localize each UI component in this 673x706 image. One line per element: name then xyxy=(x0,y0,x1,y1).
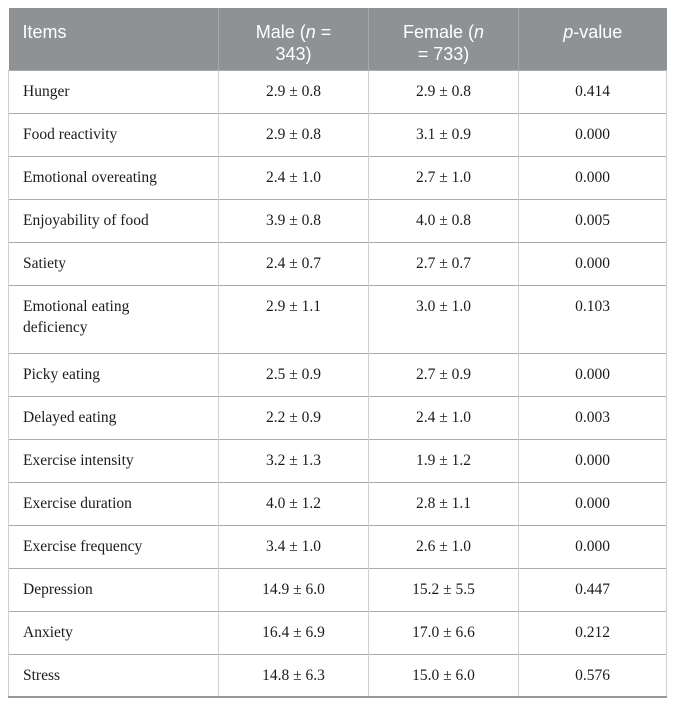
gender-comparison-table: Items Male (n = 343) Female (n = 733) p-… xyxy=(8,8,667,698)
female-value-cell: 2.8 ± 1.1 xyxy=(368,481,519,525)
items-header-label: Items xyxy=(22,22,67,42)
female-value-cell: 3.1 ± 0.9 xyxy=(368,112,519,156)
column-header-pvalue: p-value xyxy=(518,8,667,70)
item-cell: Picky eating xyxy=(8,352,219,396)
item-cell: Emotional eating deficiency xyxy=(8,284,219,353)
item-cell: Satiety xyxy=(8,241,219,285)
male-value-cell: 2.4 ± 1.0 xyxy=(218,155,369,199)
pvalue-cell: 0.000 xyxy=(518,481,667,525)
item-cell: Hunger xyxy=(8,69,219,113)
item-cell: Delayed eating xyxy=(8,395,219,439)
item-cell: Depression xyxy=(8,567,219,611)
male-value-cell: 3.9 ± 0.8 xyxy=(218,198,369,242)
pvalue-cell: 0.447 xyxy=(518,567,667,611)
pvalue-cell: 0.000 xyxy=(518,112,667,156)
column-header-male: Male (n = 343) xyxy=(218,8,369,70)
item-cell: Food reactivity xyxy=(8,112,219,156)
female-value-cell: 15.2 ± 5.5 xyxy=(368,567,519,611)
female-value-cell: 2.6 ± 1.0 xyxy=(368,524,519,568)
pvalue-cell: 0.000 xyxy=(518,438,667,482)
female-value-cell: 3.0 ± 1.0 xyxy=(368,284,519,353)
table-row: Picky eating 2.5 ± 0.9 2.7 ± 0.9 0.000 xyxy=(8,352,667,396)
male-value-cell: 3.2 ± 1.3 xyxy=(218,438,369,482)
column-header-female: Female (n = 733) xyxy=(368,8,519,70)
female-value-cell: 2.7 ± 0.9 xyxy=(368,352,519,396)
item-cell: Exercise duration xyxy=(8,481,219,525)
pvalue-cell: 0.003 xyxy=(518,395,667,439)
table-row: Exercise frequency 3.4 ± 1.0 2.6 ± 1.0 0… xyxy=(8,524,667,568)
male-value-cell: 3.4 ± 1.0 xyxy=(218,524,369,568)
male-value-cell: 2.4 ± 0.7 xyxy=(218,241,369,285)
pvalue-cell: 0.576 xyxy=(518,653,667,697)
item-cell: Exercise frequency xyxy=(8,524,219,568)
item-cell: Exercise intensity xyxy=(8,438,219,482)
pvalue-cell: 0.000 xyxy=(518,155,667,199)
table-row: Emotional eating deficiency 2.9 ± 1.1 3.… xyxy=(8,284,667,353)
male-value-cell: 2.9 ± 0.8 xyxy=(218,69,369,113)
male-value-cell: 2.9 ± 0.8 xyxy=(218,112,369,156)
female-value-cell: 2.7 ± 1.0 xyxy=(368,155,519,199)
table-row: Anxiety 16.4 ± 6.9 17.0 ± 6.6 0.212 xyxy=(8,610,667,654)
table-header-row: Items Male (n = 343) Female (n = 733) p-… xyxy=(8,8,667,70)
table-row: Hunger 2.9 ± 0.8 2.9 ± 0.8 0.414 xyxy=(8,69,667,113)
pvalue-cell: 0.212 xyxy=(518,610,667,654)
column-header-items: Items xyxy=(8,8,219,70)
male-value-cell: 4.0 ± 1.2 xyxy=(218,481,369,525)
table-row: Delayed eating 2.2 ± 0.9 2.4 ± 1.0 0.003 xyxy=(8,395,667,439)
female-value-cell: 15.0 ± 6.0 xyxy=(368,653,519,697)
item-cell: Enjoyability of food xyxy=(8,198,219,242)
male-value-cell: 14.9 ± 6.0 xyxy=(218,567,369,611)
table-row: Exercise intensity 3.2 ± 1.3 1.9 ± 1.2 0… xyxy=(8,438,667,482)
table-row: Depression 14.9 ± 6.0 15.2 ± 5.5 0.447 xyxy=(8,567,667,611)
female-value-cell: 2.4 ± 1.0 xyxy=(368,395,519,439)
table-row: Exercise duration 4.0 ± 1.2 2.8 ± 1.1 0.… xyxy=(8,481,667,525)
male-value-cell: 2.5 ± 0.9 xyxy=(218,352,369,396)
item-cell: Anxiety xyxy=(8,610,219,654)
pvalue-cell: 0.103 xyxy=(518,284,667,353)
pvalue-cell: 0.000 xyxy=(518,352,667,396)
male-value-cell: 16.4 ± 6.9 xyxy=(218,610,369,654)
table-row: Stress 14.8 ± 6.3 15.0 ± 6.0 0.576 xyxy=(8,653,667,697)
female-value-cell: 1.9 ± 1.2 xyxy=(368,438,519,482)
female-value-cell: 2.7 ± 0.7 xyxy=(368,241,519,285)
item-cell: Stress xyxy=(8,653,219,697)
table-row: Satiety 2.4 ± 0.7 2.7 ± 0.7 0.000 xyxy=(8,241,667,285)
female-value-cell: 4.0 ± 0.8 xyxy=(368,198,519,242)
table-row: Enjoyability of food 3.9 ± 0.8 4.0 ± 0.8… xyxy=(8,198,667,242)
female-value-cell: 2.9 ± 0.8 xyxy=(368,69,519,113)
item-cell: Emotional overeating xyxy=(8,155,219,199)
pvalue-cell: 0.000 xyxy=(518,524,667,568)
pvalue-cell: 0.000 xyxy=(518,241,667,285)
table-row: Food reactivity 2.9 ± 0.8 3.1 ± 0.9 0.00… xyxy=(8,112,667,156)
male-value-cell: 14.8 ± 6.3 xyxy=(218,653,369,697)
male-value-cell: 2.9 ± 1.1 xyxy=(218,284,369,353)
table-row: Emotional overeating 2.4 ± 1.0 2.7 ± 1.0… xyxy=(8,155,667,199)
male-value-cell: 2.2 ± 0.9 xyxy=(218,395,369,439)
pvalue-cell: 0.414 xyxy=(518,69,667,113)
female-value-cell: 17.0 ± 6.6 xyxy=(368,610,519,654)
pvalue-cell: 0.005 xyxy=(518,198,667,242)
